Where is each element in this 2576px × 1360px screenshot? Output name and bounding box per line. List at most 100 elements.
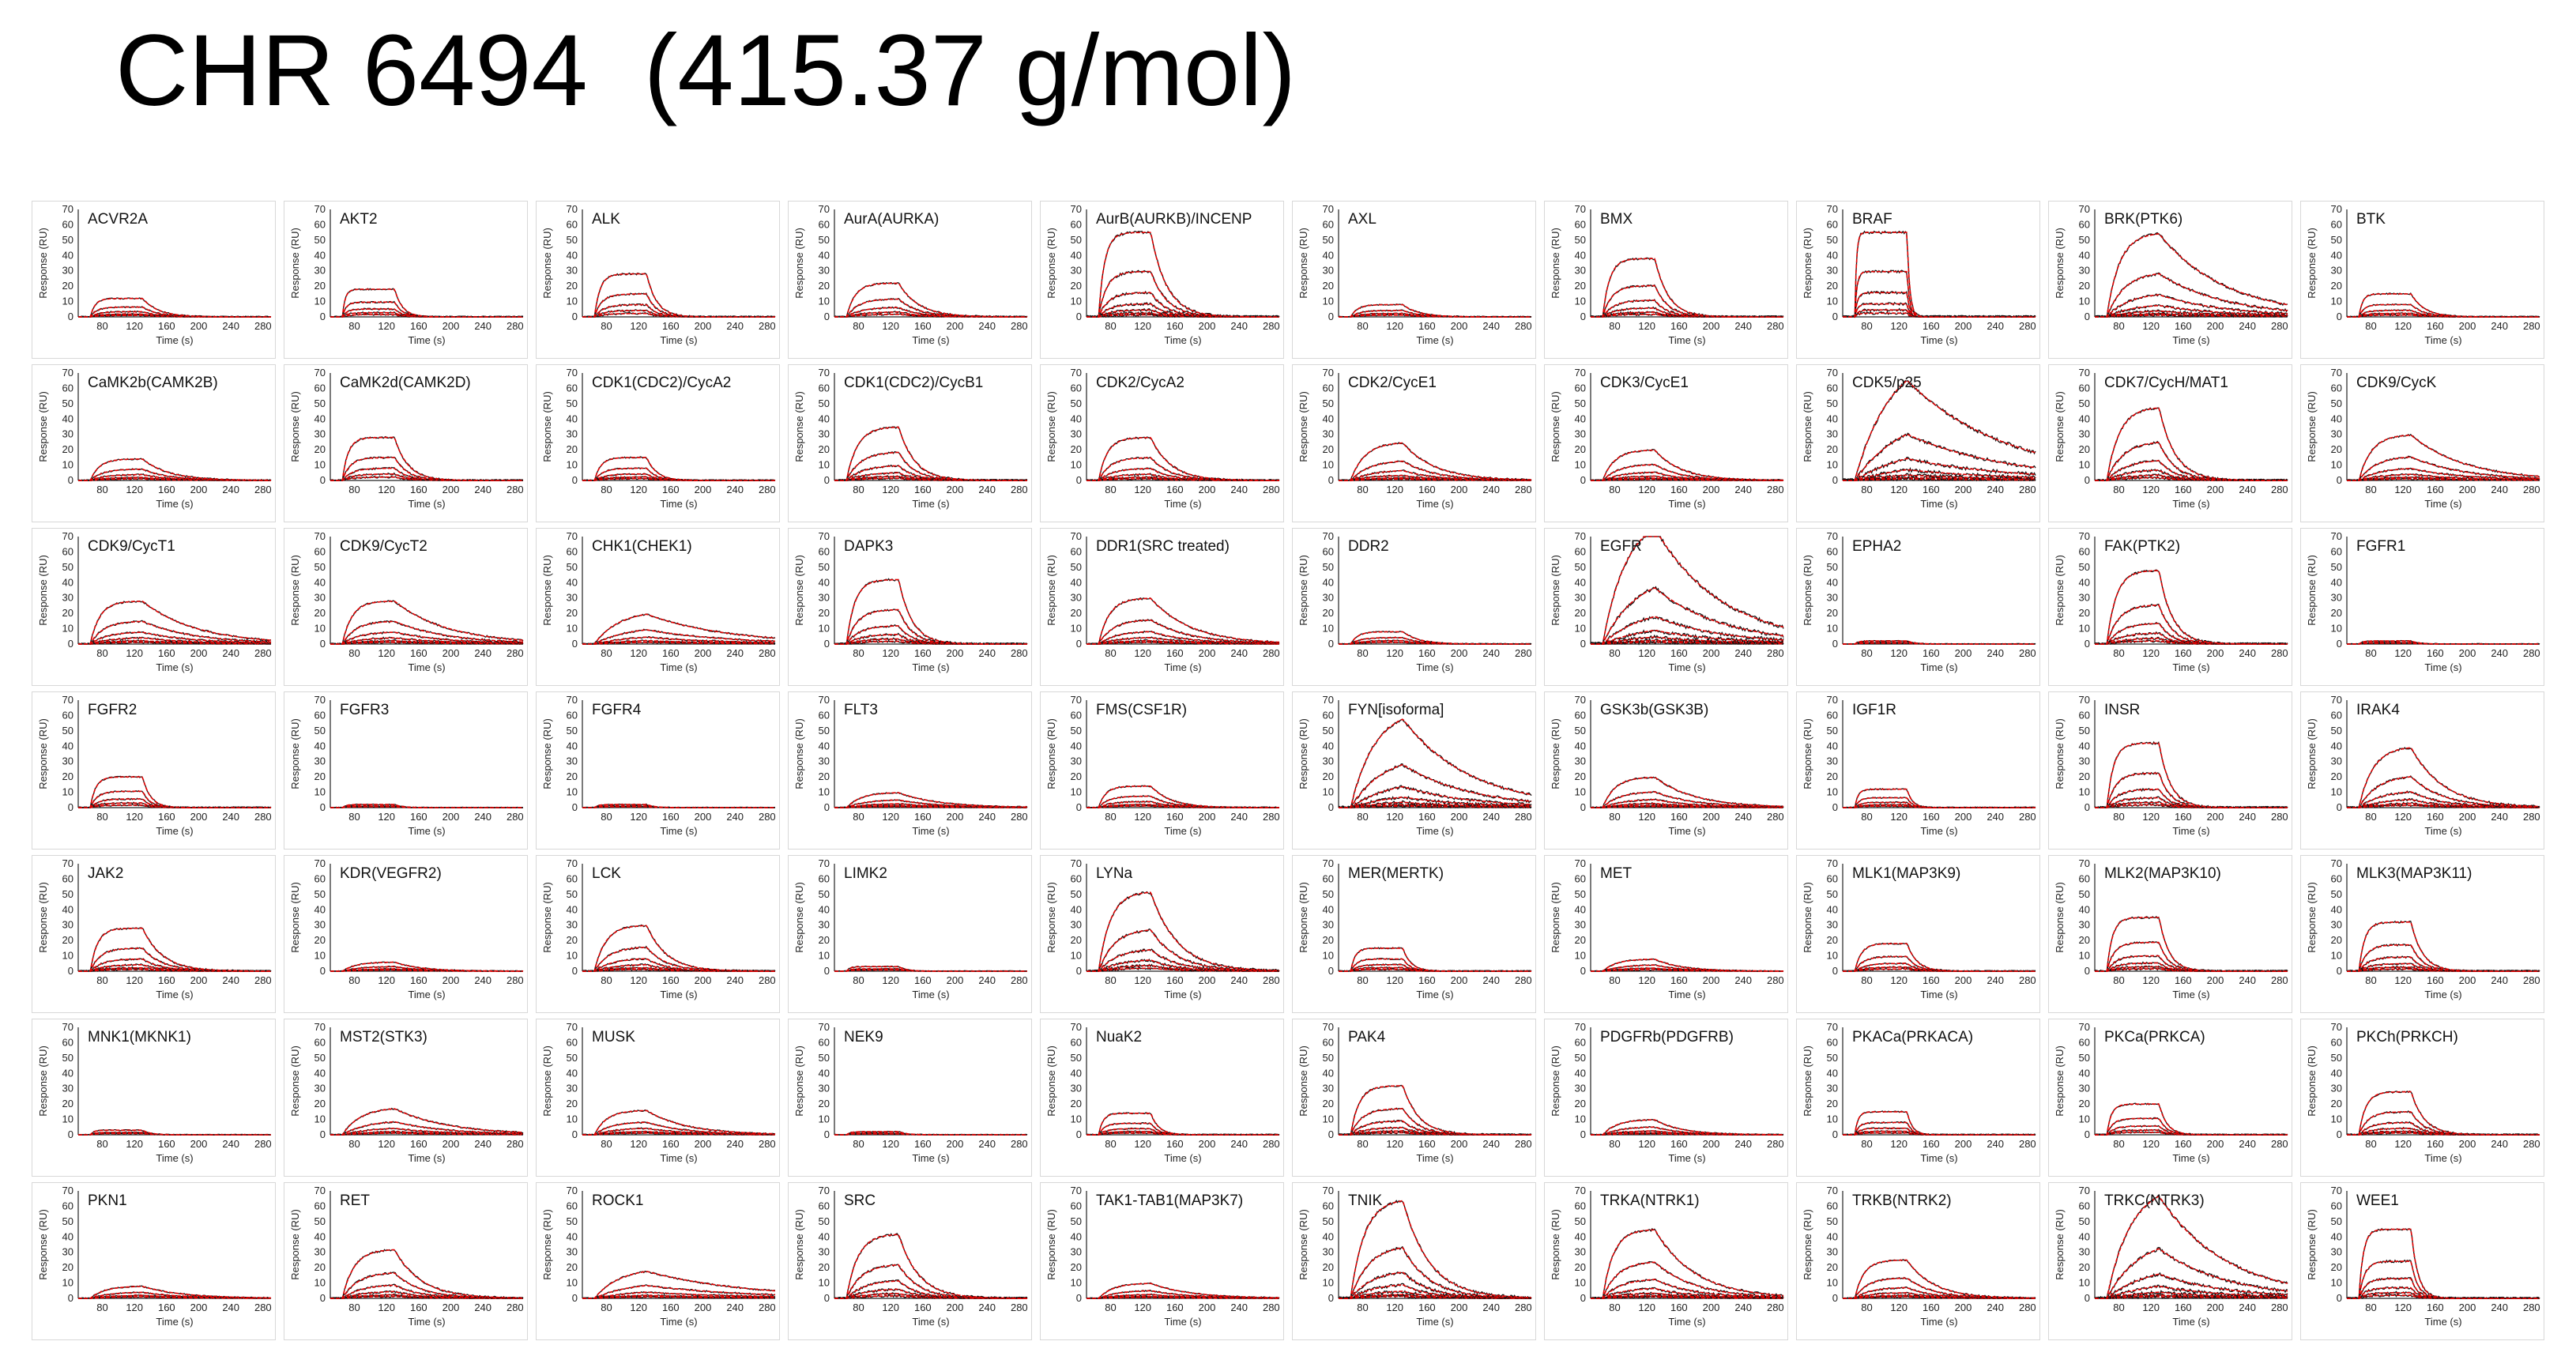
y-tick-label: 70 xyxy=(1071,857,1082,869)
y-tick-label: 50 xyxy=(314,561,326,573)
x-axis-label: Time (s) xyxy=(2172,498,2209,510)
x-tick-label: 160 xyxy=(662,320,680,332)
panel-title: BRK(PTK6) xyxy=(2104,211,2183,228)
x-tick-label: 240 xyxy=(2491,811,2508,823)
sensorgram-panel: 0 10 20 30 40 50 60 70 80 120 160 200 240 280 Time (s)… xyxy=(536,1182,780,1340)
y-tick-label: 0 xyxy=(572,801,578,813)
sensorgram-fit-series xyxy=(1339,1271,1531,1299)
x-tick-label: 80 xyxy=(1609,647,1620,659)
y-tick-label: 30 xyxy=(567,1246,578,1258)
y-tick-label: 40 xyxy=(1827,1067,1838,1079)
x-tick-label: 240 xyxy=(2491,1138,2508,1150)
y-axis-label: Response (RU) xyxy=(2306,1045,2318,1117)
x-tick-label: 80 xyxy=(2113,811,2124,823)
y-tick-label: 70 xyxy=(1071,694,1082,706)
y-tick-label: 70 xyxy=(1071,1021,1082,1033)
y-tick-label: 30 xyxy=(62,592,73,604)
y-tick-label: 10 xyxy=(567,786,578,798)
y-tick-label: 40 xyxy=(2331,740,2342,752)
y-tick-label: 10 xyxy=(62,1113,73,1125)
x-axis-label: Time (s) xyxy=(2424,661,2461,673)
x-tick-label: 80 xyxy=(1357,1138,1368,1150)
x-tick-label: 280 xyxy=(1767,1138,1784,1150)
y-tick-label: 40 xyxy=(1827,249,1838,261)
sensorgram-fit-series xyxy=(582,1109,776,1136)
sensorgram-fit-series xyxy=(1843,640,2036,645)
y-tick-label: 50 xyxy=(1323,561,1334,573)
x-tick-label: 160 xyxy=(1166,484,1184,495)
y-tick-label: 40 xyxy=(1575,903,1586,915)
y-tick-label: 10 xyxy=(819,1277,830,1289)
y-tick-label: 20 xyxy=(62,443,73,455)
y-tick-label: 50 xyxy=(1323,888,1334,900)
y-tick-label: 10 xyxy=(2079,950,2090,962)
y-tick-label: 50 xyxy=(1575,1215,1586,1227)
y-tick-label: 10 xyxy=(2331,296,2342,307)
x-tick-label: 120 xyxy=(882,974,899,986)
y-tick-label: 70 xyxy=(1827,857,1838,869)
y-tick-label: 50 xyxy=(2079,234,2090,246)
x-tick-label: 200 xyxy=(1955,484,1972,495)
y-tick-label: 60 xyxy=(2079,1036,2090,1048)
y-tick-label: 70 xyxy=(567,694,578,706)
y-tick-label: 70 xyxy=(1575,530,1586,542)
x-tick-label: 200 xyxy=(1199,1138,1216,1150)
sensorgram-fit-series xyxy=(1087,619,1280,645)
x-tick-label: 120 xyxy=(1638,974,1655,986)
y-tick-label: 0 xyxy=(824,1292,830,1304)
x-tick-label: 160 xyxy=(410,320,427,332)
sensorgram-panel: 0 10 20 30 40 50 60 70 80 120 160 200 240 280 Time (s)… xyxy=(1292,691,1536,850)
x-tick-label: 120 xyxy=(126,974,143,986)
sensorgram-panel: 0 10 20 30 40 50 60 70 80 120 160 200 240 280 Time (s)… xyxy=(284,691,528,850)
x-tick-label: 200 xyxy=(1955,811,1972,823)
y-tick-label: 50 xyxy=(819,561,830,573)
y-axis-label: Response (RU) xyxy=(1297,1209,1309,1280)
y-tick-label: 40 xyxy=(2079,1067,2090,1079)
y-tick-label: 30 xyxy=(2079,755,2090,767)
y-tick-label: 40 xyxy=(2079,1230,2090,1242)
sensorgram-panel: 0 10 20 30 40 50 60 70 80 120 160 200 240 280 Time (s)… xyxy=(284,364,528,522)
y-tick-label: 0 xyxy=(2337,965,2342,977)
x-tick-label: 280 xyxy=(1767,1302,1784,1313)
y-tick-label: 30 xyxy=(567,428,578,440)
panel-title: WEE1 xyxy=(2356,1192,2399,1209)
x-tick-label: 160 xyxy=(2427,484,2444,495)
y-tick-label: 20 xyxy=(314,443,326,455)
sensorgram-data-series xyxy=(1842,432,2036,481)
y-tick-label: 0 xyxy=(68,311,73,322)
x-tick-label: 80 xyxy=(2113,320,2124,332)
x-tick-label: 80 xyxy=(601,811,612,823)
sensorgram-fit-series xyxy=(1339,801,1531,808)
y-tick-label: 10 xyxy=(314,459,326,471)
y-tick-label: 0 xyxy=(1580,638,1586,650)
x-tick-label: 200 xyxy=(2459,1138,2476,1150)
x-tick-label: 80 xyxy=(601,647,612,659)
y-tick-label: 10 xyxy=(2079,623,2090,635)
sensorgram-panel: 0 10 20 30 40 50 60 70 80 120 160 200 240 280 Time (s)… xyxy=(1040,364,1284,522)
y-tick-label: 60 xyxy=(314,1200,326,1211)
y-tick-label: 50 xyxy=(1575,1052,1586,1064)
y-tick-label: 40 xyxy=(819,249,830,261)
y-tick-label: 0 xyxy=(2085,474,2090,486)
x-tick-label: 160 xyxy=(1670,974,1688,986)
y-tick-label: 40 xyxy=(1827,413,1838,424)
y-tick-label: 70 xyxy=(2079,203,2090,215)
x-axis-label: Time (s) xyxy=(1668,1152,1705,1164)
sensorgram-panel: 0 10 20 30 40 50 60 70 80 120 160 200 240 280 Time (s)… xyxy=(1796,528,2040,686)
y-tick-label: 30 xyxy=(2079,1246,2090,1258)
x-tick-label: 280 xyxy=(507,1138,524,1150)
sensorgram-data-series xyxy=(78,927,272,972)
y-tick-label: 20 xyxy=(1575,1261,1586,1273)
sensorgram-fit-series xyxy=(834,966,1027,972)
sensorgram-panel: 0 10 20 30 40 50 60 70 80 120 160 200 240 280 Time (s)… xyxy=(2048,364,2292,522)
y-tick-label: 30 xyxy=(2079,265,2090,277)
x-tick-label: 160 xyxy=(2175,974,2192,986)
x-tick-label: 200 xyxy=(2207,647,2224,659)
x-tick-label: 280 xyxy=(2019,974,2036,986)
y-tick-label: 20 xyxy=(1827,280,1838,292)
panel-title: CDK7/CycH/MAT1 xyxy=(2104,375,2228,391)
panel-title: CDK2/CycA2 xyxy=(1096,375,1184,391)
